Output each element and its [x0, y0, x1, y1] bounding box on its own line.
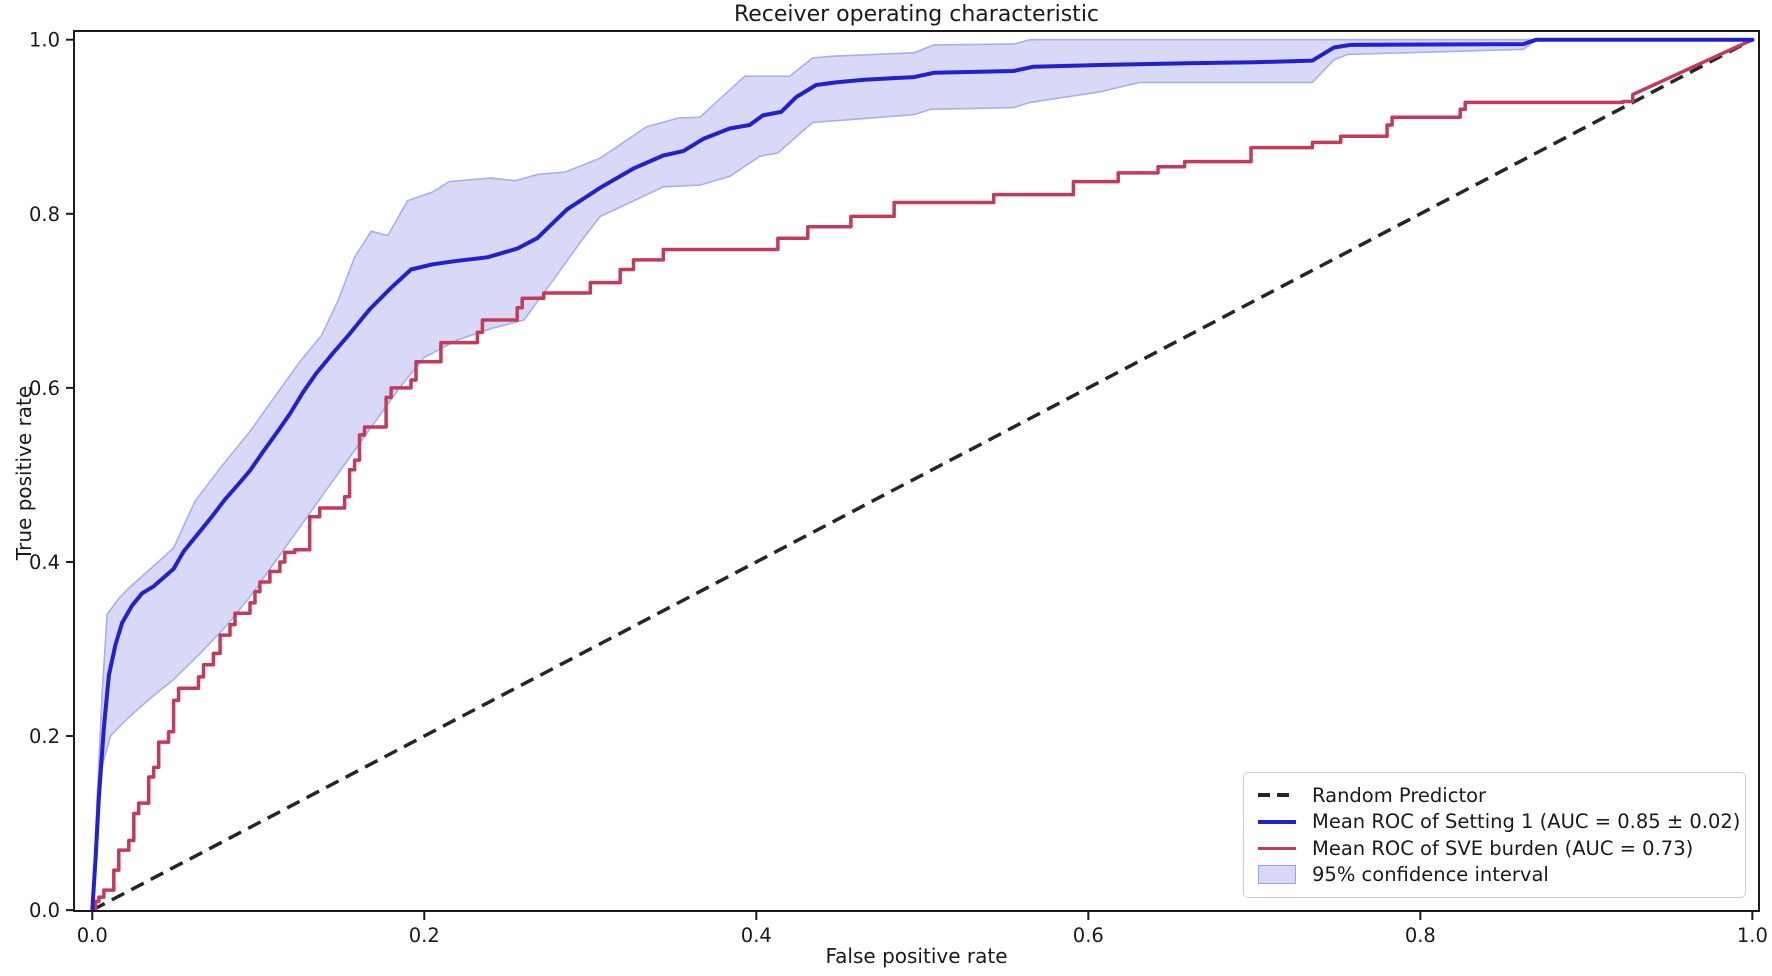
dashed-line-swatch-icon [1258, 793, 1296, 797]
random-predictor-line [91, 38, 1754, 912]
y-tick-label: 0.0 [29, 899, 60, 922]
confidence-band [92, 39, 1537, 911]
x-tick-label: 1.0 [1737, 924, 1768, 947]
legend-box: Random Predictor Mean ROC of Setting 1 (… [1243, 772, 1746, 898]
confidence-band-upper-edge [91, 38, 1537, 911]
legend-item-sve-burden: Mean ROC of SVE burden (AUC = 0.73) [1258, 835, 1731, 861]
legend-item-confidence-interval: 95% confidence interval [1258, 862, 1731, 888]
y-axis-label: True positive rate [12, 385, 36, 561]
legend-label: Mean ROC of Setting 1 (AUC = 0.85 ± 0.02… [1312, 810, 1741, 834]
y-tick-label: 0.2 [29, 725, 60, 748]
x-tick-label: 0.2 [409, 924, 440, 947]
axes-box [73, 30, 1760, 912]
red-line-swatch-icon [1258, 846, 1296, 851]
x-tick-label: 0.0 [77, 924, 108, 947]
y-tick-label: 1.0 [29, 29, 60, 52]
legend-label: 95% confidence interval [1312, 863, 1549, 887]
legend-item-setting-1: Mean ROC of Setting 1 (AUC = 0.85 ± 0.02… [1258, 809, 1740, 835]
band-swatch-icon [1258, 865, 1296, 885]
legend-item-random-predictor: Random Predictor [1258, 782, 1731, 808]
legend-label: Random Predictor [1312, 783, 1487, 807]
y-tick-label: 0.4 [29, 551, 60, 574]
blue-line-swatch-icon [1258, 819, 1296, 824]
x-tick-label: 0.4 [741, 924, 772, 947]
confidence-band-lower-edge [91, 39, 1537, 911]
x-tick-label: 0.8 [1405, 924, 1436, 947]
setting1-roc-line [90, 37, 1755, 913]
sve-burden-roc-line [92, 38, 1754, 912]
y-tick-label: 0.6 [29, 377, 60, 400]
x-tick-label: 0.6 [1073, 924, 1104, 947]
chart-title: Receiver operating characteristic [733, 2, 1100, 27]
y-tick-label: 0.8 [29, 203, 60, 226]
legend-label: Mean ROC of SVE burden (AUC = 0.73) [1312, 836, 1694, 860]
x-axis-label: False positive rate [825, 944, 1008, 968]
